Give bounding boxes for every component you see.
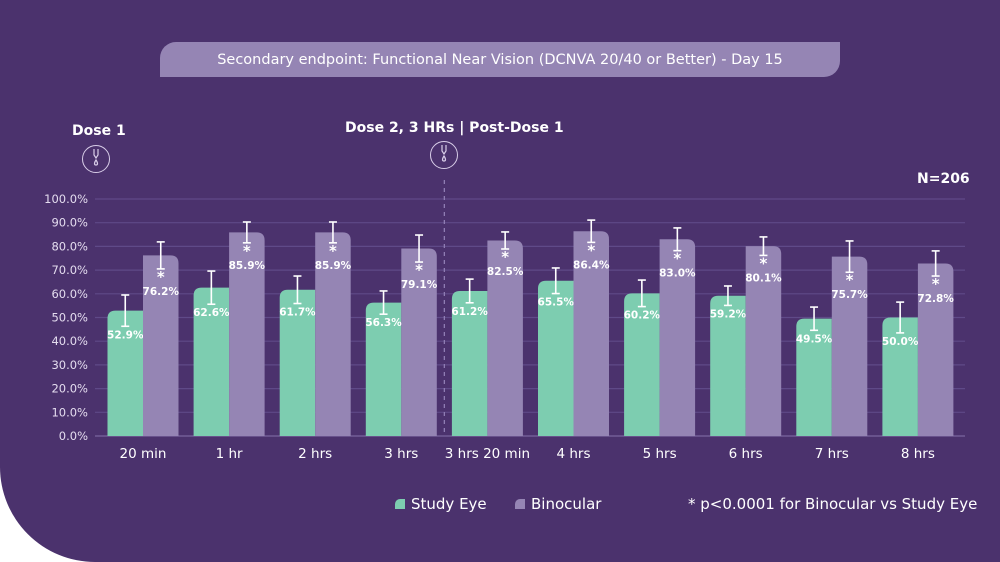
significance-marker: * — [587, 241, 595, 259]
x-tick-label: 1 hr — [216, 446, 243, 462]
y-tick-label: 40.0% — [51, 334, 88, 348]
data-label: 52.9% — [107, 329, 144, 341]
x-tick-label: 2 hrs — [298, 446, 332, 462]
legend-label: Study Eye — [411, 495, 487, 513]
footnote: * p<0.0001 for Binocular vs Study Eye — [688, 495, 978, 513]
y-tick-label: 70.0% — [51, 263, 88, 277]
y-tick-label: 10.0% — [51, 405, 88, 419]
data-label: 85.9% — [315, 260, 352, 272]
data-label: 76.2% — [143, 286, 180, 298]
legend-swatch-study-eye — [395, 499, 405, 509]
x-tick-label: 8 hrs — [901, 446, 935, 462]
bar-study-eye — [279, 289, 316, 436]
x-tick-label: 5 hrs — [643, 446, 677, 462]
data-label: 56.3% — [365, 317, 402, 329]
y-tick-label: 90.0% — [51, 216, 88, 230]
significance-marker: * — [846, 271, 854, 289]
bar-study-eye — [193, 287, 230, 436]
data-label: 62.6% — [193, 307, 230, 319]
data-label: 72.8% — [917, 293, 954, 305]
bar-binocular — [831, 256, 868, 436]
significance-marker: * — [673, 250, 681, 268]
significance-marker: * — [760, 254, 768, 272]
y-tick-label: 50.0% — [51, 311, 88, 325]
eye-drop-icon — [82, 145, 110, 173]
data-label: 85.9% — [229, 260, 266, 272]
data-label: 75.7% — [831, 289, 868, 301]
y-tick-label: 100.0% — [44, 192, 88, 206]
bar-binocular — [487, 240, 523, 436]
bar-binocular — [745, 246, 782, 436]
data-label: 49.5% — [796, 333, 833, 345]
bar-study-eye — [107, 310, 143, 436]
data-label: 59.2% — [710, 308, 747, 320]
y-tick-label: 30.0% — [51, 358, 88, 372]
data-label: 82.5% — [487, 266, 524, 278]
bar-binocular — [917, 263, 954, 436]
legend-study-eye: Study Eye — [395, 495, 487, 513]
chart-title: Secondary endpoint: Functional Near Visi… — [160, 42, 840, 77]
bar-study-eye — [796, 318, 832, 436]
n-label: N=206 — [917, 171, 970, 187]
x-tick-label: 3 hrs 20 min — [445, 446, 530, 462]
x-tick-label: 4 hrs — [556, 446, 590, 462]
legend-binocular: Binocular — [515, 495, 601, 513]
bar-binocular — [143, 255, 179, 436]
data-label: 50.0% — [882, 336, 919, 348]
data-label: 61.2% — [451, 306, 488, 318]
bar-study-eye — [365, 302, 402, 436]
y-tick-label: 60.0% — [51, 287, 88, 301]
bar-study-eye — [882, 317, 918, 436]
significance-marker: * — [157, 268, 165, 286]
bar-study-eye — [710, 295, 746, 436]
significance-marker: * — [932, 275, 940, 293]
bar-binocular — [573, 231, 609, 436]
bar-study-eye — [451, 290, 488, 436]
bar-study-eye — [538, 280, 574, 436]
significance-marker: * — [329, 242, 337, 260]
x-tick-label: 3 hrs — [384, 446, 418, 462]
x-tick-label: 7 hrs — [815, 446, 849, 462]
data-label: 79.1% — [401, 279, 438, 291]
significance-marker: * — [415, 261, 423, 279]
significance-marker: * — [243, 242, 251, 260]
bar-binocular — [315, 232, 351, 436]
data-label: 60.2% — [624, 310, 661, 322]
bar-binocular — [659, 239, 696, 436]
x-tick-label: 6 hrs — [729, 446, 763, 462]
dose2-label: Dose 2, 3 HRs | Post-Dose 1 — [345, 120, 564, 136]
bar-binocular — [401, 248, 437, 436]
data-label: 86.4% — [573, 259, 610, 271]
legend-label: Binocular — [531, 495, 602, 513]
bar-study-eye — [624, 293, 660, 436]
data-label: 80.1% — [745, 272, 782, 284]
bar-binocular — [229, 232, 265, 436]
significance-marker: * — [501, 248, 509, 266]
data-label: 61.7% — [279, 307, 316, 319]
y-tick-label: 0.0% — [59, 429, 88, 443]
dose1-label: Dose 1 — [72, 123, 126, 139]
eye-drop-icon — [430, 141, 458, 169]
x-tick-label: 20 min — [120, 446, 167, 462]
y-tick-label: 80.0% — [51, 239, 88, 253]
legend-swatch-binocular — [515, 499, 525, 509]
data-label: 65.5% — [538, 297, 575, 309]
data-label: 83.0% — [659, 268, 696, 280]
y-tick-label: 20.0% — [51, 382, 88, 396]
